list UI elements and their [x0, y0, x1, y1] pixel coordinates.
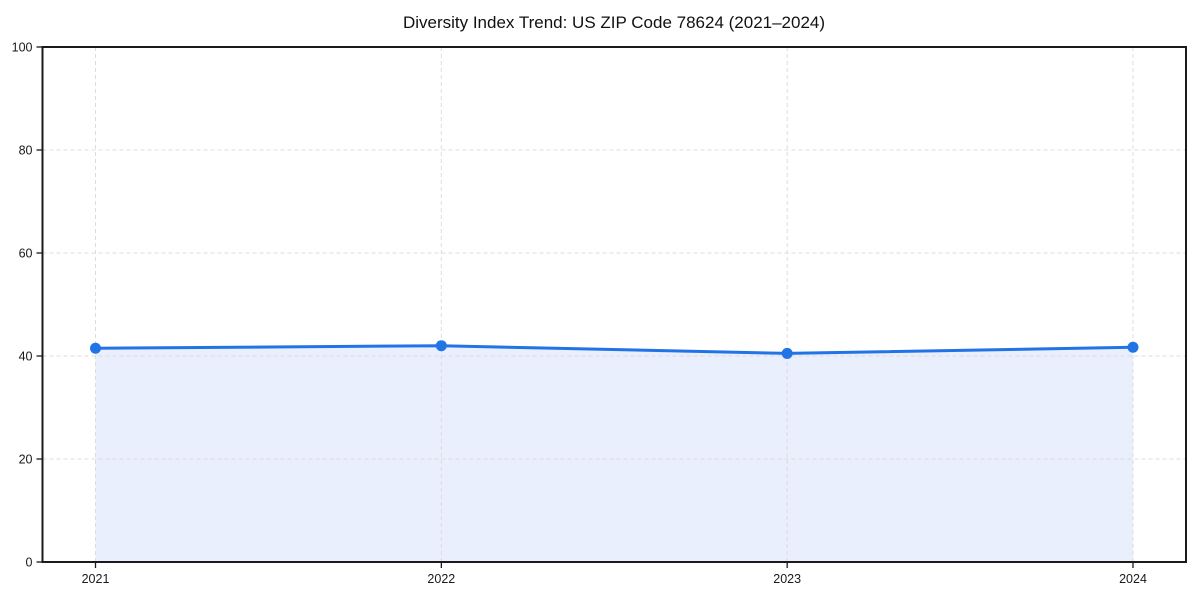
y-tick-label: 0 [26, 556, 33, 570]
x-tick-label: 2024 [1119, 572, 1147, 586]
x-tick-label: 2021 [82, 572, 110, 586]
y-tick-label: 100 [12, 41, 33, 55]
data-point [781, 347, 793, 359]
y-tick-label: 40 [19, 350, 33, 364]
area-fill [95, 345, 1133, 562]
y-tick-label: 80 [19, 144, 33, 158]
data-point [90, 342, 101, 354]
plot-spines [41, 46, 1187, 563]
chart-title: Diversity Index Trend: US ZIP Code 78624… [402, 13, 826, 32]
data-point [1127, 341, 1139, 353]
trend-line [94, 344, 1135, 355]
x-tick-label: 2022 [427, 572, 455, 586]
x-tick-label: 2023 [773, 572, 801, 586]
y-tick-label: 60 [19, 247, 33, 261]
y-tick-label: 20 [19, 453, 33, 467]
data-point [435, 340, 447, 352]
